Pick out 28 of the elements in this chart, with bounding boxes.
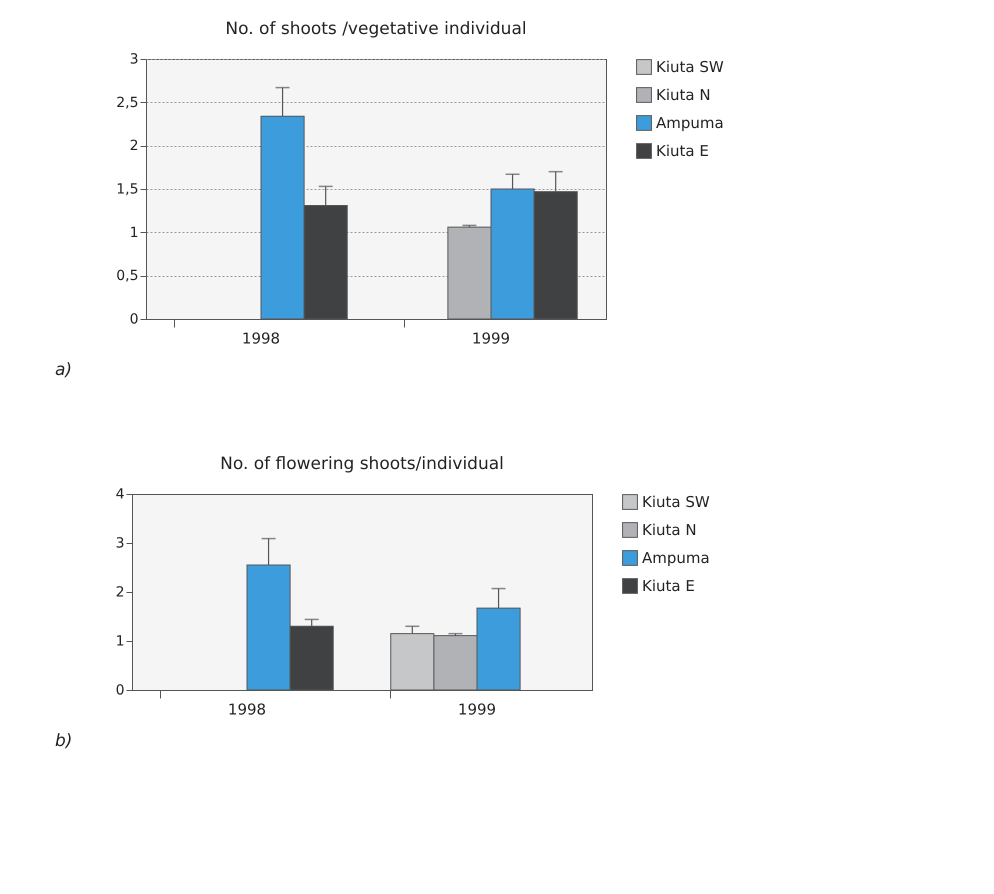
x-tick-label: 1998	[242, 330, 280, 348]
legend-label: Kiuta SW	[656, 58, 724, 76]
y-tick-label: 4	[116, 486, 125, 502]
y-tick-label: 0	[116, 682, 124, 698]
legend-label: Ampuma	[642, 549, 710, 567]
y-tick-label: 2	[116, 584, 124, 600]
y-tick-label: 2	[130, 138, 138, 154]
y-tick-label: 1	[130, 224, 138, 241]
legend-label: Kiuta E	[656, 142, 709, 160]
legend-label: Kiuta N	[656, 86, 711, 104]
y-tick-label: 1	[116, 634, 124, 650]
x-tick-label: 1999	[472, 330, 510, 348]
y-tick-label: 0,5	[116, 268, 138, 284]
chart-title: No. of flowering shoots/individual	[220, 454, 504, 474]
y-tick-label: 0	[130, 312, 138, 328]
y-tick-label: 3	[116, 536, 124, 552]
text: b)	[55, 731, 72, 751]
legend-label: Kiuta E	[642, 577, 695, 595]
text: a)	[55, 360, 72, 380]
chart-title: No. of shoots /vegetative individual	[225, 19, 527, 39]
legend-label: Kiuta N	[642, 521, 697, 539]
y-tick-label: 3	[130, 52, 138, 68]
legend-label: Ampuma	[656, 114, 724, 132]
y-tick-label: 1,5	[116, 182, 138, 198]
legend-label: Kiuta SW	[642, 493, 710, 511]
x-tick-label: 1998	[228, 700, 266, 718]
y-tick-label: 2,5	[116, 94, 138, 111]
x-tick-label: 1999	[458, 700, 496, 718]
